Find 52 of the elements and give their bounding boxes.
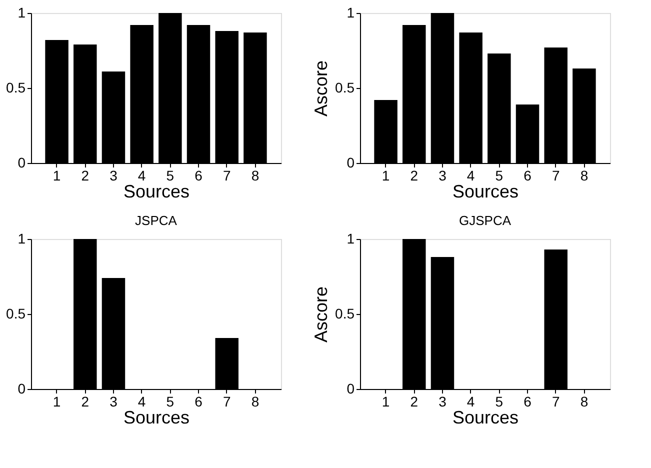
y-tick-label: 0.5	[335, 306, 355, 322]
y-tick-label: 1	[18, 4, 26, 20]
y-tick-label: 0.5	[6, 80, 26, 96]
x-tick-label: 7	[552, 394, 560, 410]
x-tick-label: 7	[552, 168, 560, 184]
x-tick-label: 4	[466, 394, 475, 410]
x-tick-label: 4	[466, 168, 475, 184]
x-axis-title: Sources	[123, 408, 190, 428]
x-tick-label: 1	[52, 394, 61, 410]
x-tick-label: 4	[138, 394, 146, 410]
y-tick-label: 0.5	[335, 80, 355, 96]
x-tick-label: 5	[495, 394, 504, 410]
x-tick-label: 2	[410, 394, 418, 410]
y-tick-label: 0	[346, 154, 355, 170]
x-tick-label: 8	[580, 394, 588, 410]
x-axis-title: Sources	[123, 182, 190, 202]
x-tick-label: 3	[438, 394, 447, 410]
x-tick-label: 3	[438, 168, 447, 184]
x-tick-label: 8	[251, 168, 260, 184]
x-axis-title: Sources	[452, 408, 519, 428]
x-tick-label: 6	[194, 394, 203, 410]
x-tick-label: 2	[81, 168, 90, 184]
x-tick-label: 1	[382, 394, 390, 410]
x-tick-label: 2	[410, 168, 418, 184]
y-tick-label: 0	[18, 380, 26, 396]
x-tick-label: 7	[222, 168, 231, 184]
y-tick-label: 0	[18, 154, 26, 170]
y-tick-label: 0	[346, 380, 355, 396]
x-tick-label: 1	[52, 168, 61, 184]
x-tick-label: 1	[382, 168, 390, 184]
x-tick-label: 6	[524, 168, 532, 184]
x-tick-label: 5	[166, 168, 174, 184]
x-tick-label: 2	[81, 394, 90, 410]
x-tick-label: 7	[222, 394, 231, 410]
x-tick-label: 8	[580, 168, 588, 184]
chart-title: JSPCA	[135, 213, 178, 228]
x-axis-title: Sources	[452, 182, 519, 202]
x-tick-label: 5	[495, 168, 504, 184]
y-axis-title: Ascore	[311, 286, 332, 343]
x-tick-label: 3	[110, 394, 118, 410]
x-tick-label: 3	[110, 168, 118, 184]
x-tick-label: 8	[251, 394, 260, 410]
x-tick-label: 6	[194, 168, 203, 184]
y-axis-title: Ascore	[311, 60, 332, 117]
x-tick-label: 6	[524, 394, 532, 410]
y-tick-label: 1	[346, 230, 355, 246]
x-tick-label: 5	[166, 394, 174, 410]
y-tick-label: 1	[18, 230, 26, 246]
y-tick-label: 1	[346, 4, 355, 20]
x-tick-label: 4	[138, 168, 146, 184]
y-tick-label: 0.5	[6, 306, 26, 322]
chart-title: GJSPCA	[458, 213, 512, 228]
